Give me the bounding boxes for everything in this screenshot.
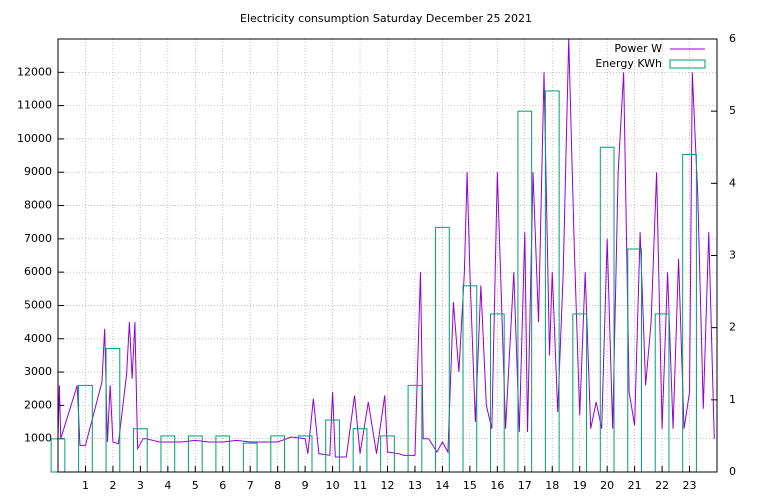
x-tick-label: 1 xyxy=(82,479,89,492)
x-tick-label: 20 xyxy=(600,479,614,492)
y-tick-label: 5000 xyxy=(24,298,52,311)
legend-label: Energy KWh xyxy=(595,57,662,70)
legend-swatch xyxy=(669,59,706,69)
x-tick-label: 6 xyxy=(219,479,226,492)
y-tick-label: 6000 xyxy=(24,265,52,278)
y2-tick-label: 5 xyxy=(729,104,736,117)
x-tick-label: 16 xyxy=(490,479,504,492)
x-tick-label: 15 xyxy=(463,479,477,492)
x-tick-label: 11 xyxy=(353,479,367,492)
x-tick-label: 3 xyxy=(137,479,144,492)
y-tick-label: 4000 xyxy=(24,332,52,345)
x-tick-label: 23 xyxy=(683,479,697,492)
y2-tick-label: 2 xyxy=(729,321,736,334)
x-tick-label: 2 xyxy=(109,479,116,492)
y2-tick-label: 6 xyxy=(729,32,736,45)
y-tick-label: 10000 xyxy=(17,132,52,145)
power-line xyxy=(57,38,715,458)
y-tick-label: 12000 xyxy=(17,65,52,78)
x-tick-label: 22 xyxy=(655,479,669,492)
plot-frame xyxy=(57,38,718,473)
x-tick-label: 17 xyxy=(518,479,532,492)
x-tick-label: 19 xyxy=(573,479,587,492)
y-tick-label: 3000 xyxy=(24,365,52,378)
x-tick-label: 8 xyxy=(274,479,281,492)
y2-tick-label: 1 xyxy=(729,393,736,406)
x-tick-label: 21 xyxy=(628,479,642,492)
x-tick-label: 18 xyxy=(545,479,559,492)
y-tick-label: 9000 xyxy=(24,165,52,178)
y-tick-label: 11000 xyxy=(17,99,52,112)
x-tick-label: 14 xyxy=(435,479,449,492)
y-tick-label: 1000 xyxy=(24,432,52,445)
chart-title: Electricity consumption Saturday Decembe… xyxy=(240,12,532,25)
y2-tick-label: 0 xyxy=(729,465,736,478)
x-tick-label: 10 xyxy=(326,479,340,492)
y-tick-label: 7000 xyxy=(24,232,52,245)
x-tick-label: 4 xyxy=(164,479,171,492)
x-tick-label: 5 xyxy=(192,479,199,492)
y2-tick-label: 4 xyxy=(729,176,736,189)
y2-tick-label: 3 xyxy=(729,249,736,262)
y-tick-label: 8000 xyxy=(24,199,52,212)
legend-label: Power W xyxy=(614,42,662,55)
y-tick-label: 2000 xyxy=(24,398,52,411)
x-tick-label: 12 xyxy=(381,479,395,492)
x-tick-label: 7 xyxy=(247,479,254,492)
x-tick-label: 9 xyxy=(302,479,309,492)
x-tick-label: 13 xyxy=(408,479,422,492)
